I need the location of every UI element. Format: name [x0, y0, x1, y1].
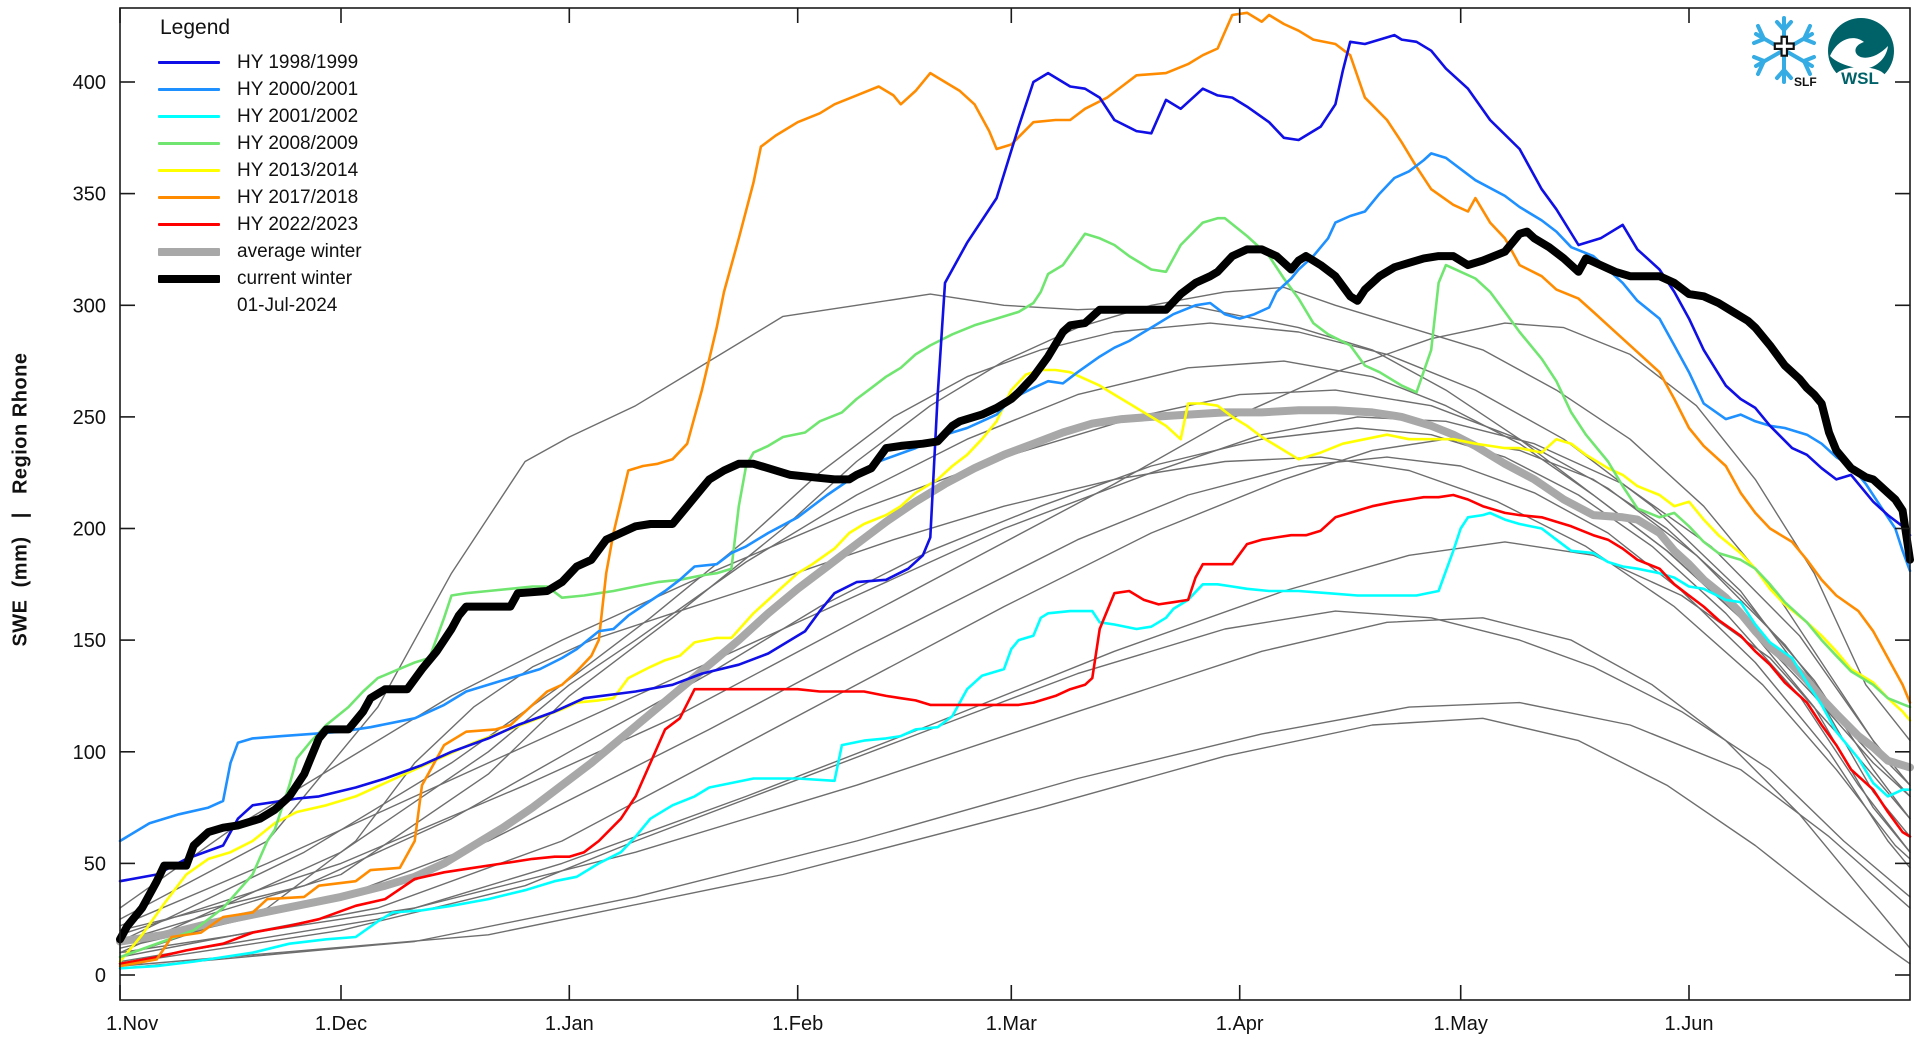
series-hy-2013-2014 — [118, 368, 1912, 963]
legend-line-swatch — [158, 247, 220, 256]
legend-line-swatch — [158, 196, 220, 199]
series-hy-2000-2001 — [118, 152, 1912, 843]
y-tick-label: 250 — [73, 407, 106, 429]
wsl-logo-text: WSL — [1841, 69, 1879, 88]
series-ensemble-9 — [119, 701, 1911, 969]
legend-label: average winter — [237, 240, 362, 262]
y-tick-label: 150 — [73, 630, 106, 652]
legend: Legend HY 1998/1999 HY 2000/2001 HY 2001/2… — [158, 16, 362, 319]
series-ensemble-12 — [119, 541, 1911, 963]
legend-item: average winter — [158, 238, 362, 265]
y-tick-label: 350 — [73, 184, 106, 206]
slf-logo: SLF — [1752, 16, 1817, 89]
x-tick-label: 1.Mar — [986, 1013, 1037, 1035]
legend-line-swatch — [158, 169, 220, 172]
swiss-cross-icon — [1773, 35, 1795, 57]
series-ensemble-10 — [119, 416, 1911, 927]
series-hy-2017-2018 — [118, 11, 1912, 968]
logos: SLF WSL — [1752, 16, 1894, 89]
legend-line-swatch — [158, 223, 220, 226]
legend-line-swatch — [158, 142, 220, 145]
series-hy-2008-2009 — [118, 216, 1912, 959]
series-ensemble-15 — [119, 322, 1911, 943]
y-tick-label: 400 — [73, 72, 106, 94]
legend-item: HY 2013/2014 — [158, 157, 362, 184]
legend-label: HY 2001/2002 — [237, 105, 359, 127]
series-average-winter — [116, 406, 1914, 946]
x-axis-ticks: 1.Nov 1.Dec 1.Jan 1.Feb 1.Mar 1.Apr 1.May 1.Jun — [106, 8, 1713, 1035]
legend-label: 01-Jul-2024 — [237, 294, 338, 316]
series-ensemble-13 — [119, 617, 1911, 954]
series-ensemble-3 — [119, 360, 1911, 954]
y-tick-label: 0 — [95, 965, 106, 987]
legend-label: HY 2017/2018 — [237, 186, 359, 208]
legend-item: HY 1998/1999 — [158, 49, 362, 76]
series-ensemble-6 — [119, 456, 1911, 949]
series-ensemble-4 — [119, 427, 1911, 932]
series-lines — [116, 11, 1914, 970]
x-tick-label: 1.Jan — [545, 1013, 594, 1035]
x-tick-label: 1.Jun — [1665, 1013, 1714, 1035]
series-ensemble-16 — [119, 456, 1911, 958]
series-current-winter — [116, 227, 1914, 944]
y-tick-label: 200 — [73, 519, 106, 541]
wsl-logo: WSL — [1828, 18, 1894, 89]
x-tick-label: 1.Apr — [1216, 1013, 1264, 1035]
legend-line-swatch — [158, 61, 220, 64]
slf-logo-text: SLF — [1794, 75, 1817, 89]
legend-line-swatch — [158, 274, 220, 283]
plot-border — [119, 7, 1911, 1001]
legend-label: HY 2013/2014 — [237, 159, 359, 181]
legend-item: current winter — [158, 265, 362, 292]
wsl-wave-icon — [1830, 38, 1888, 69]
x-tick-label: 1.May — [1433, 1013, 1487, 1035]
y-tick-label: 300 — [73, 295, 106, 317]
legend-label: HY 2022/2023 — [237, 213, 359, 235]
series-ensemble-11 — [119, 389, 1911, 909]
legend-line-swatch — [158, 88, 220, 91]
series-hy-2022-2023 — [118, 493, 1912, 966]
legend-label: current winter — [237, 267, 353, 289]
series-ensemble-5 — [119, 610, 1911, 965]
legend-title: Legend — [160, 16, 231, 39]
legend-label: HY 2000/2001 — [237, 78, 359, 100]
legend-item: HY 2017/2018 — [158, 184, 362, 211]
series-hy-1998-1999 — [118, 33, 1912, 883]
legend-line-swatch — [158, 115, 220, 118]
y-axis-ticks: 0 50 100 150 200 250 300 350 400 — [73, 72, 1910, 987]
series-hy-2001-2002 — [118, 511, 1912, 970]
series-ensemble-2 — [119, 286, 1911, 943]
legend-item: HY 2008/2009 — [158, 130, 362, 157]
legend-label: HY 1998/1999 — [237, 51, 359, 73]
y-tick-label: 50 — [84, 853, 106, 875]
x-tick-label: 1.Dec — [315, 1013, 367, 1035]
legend-item: HY 2022/2023 — [158, 211, 362, 238]
legend-item: HY 2000/2001 — [158, 76, 362, 103]
legend-label: HY 2008/2009 — [237, 132, 359, 154]
legend-item: HY 2001/2002 — [158, 103, 362, 130]
legend-item: 01-Jul-2024 — [158, 292, 362, 319]
y-tick-label: 100 — [73, 742, 106, 764]
x-tick-label: 1.Nov — [106, 1013, 158, 1035]
series-ensemble-14 — [119, 717, 1911, 967]
series-ensemble-7 — [119, 322, 1911, 936]
y-axis-label: SWE (mm) | Region Rhone — [9, 352, 32, 647]
x-tick-label: 1.Feb — [772, 1013, 823, 1035]
